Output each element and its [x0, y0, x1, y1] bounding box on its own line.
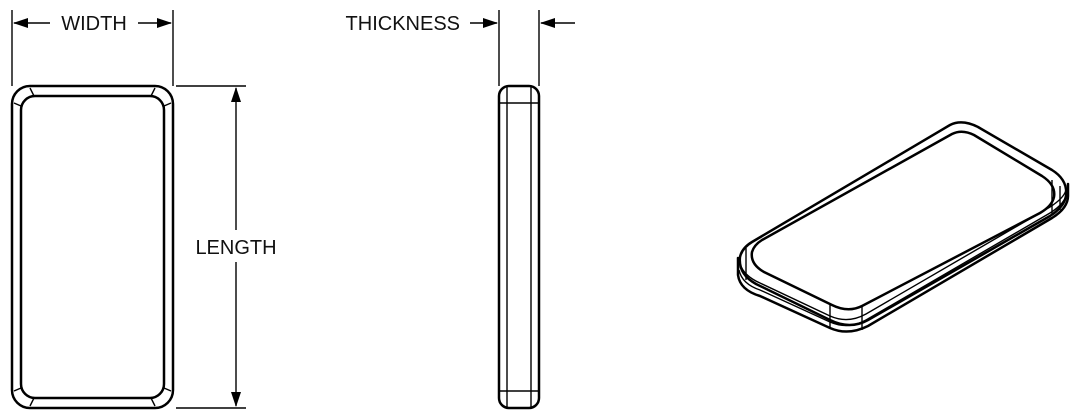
front-view-outer-edge	[10, 84, 175, 410]
side-view-outline	[497, 84, 541, 410]
width-arrow-left	[13, 18, 28, 28]
thickness-arrow-left	[483, 18, 498, 28]
front-view-fillet-lines	[13, 87, 172, 407]
isometric-view	[736, 121, 1070, 333]
thickness-label: THICKNESS	[346, 13, 460, 35]
front-view	[10, 84, 175, 410]
side-view	[497, 84, 541, 410]
thickness-arrow-right	[540, 18, 555, 28]
length-arrow-bottom	[231, 392, 241, 407]
length-label: LENGTH	[195, 237, 276, 259]
thickness-dimension: THICKNESS	[346, 10, 575, 86]
length-arrow-top	[231, 87, 241, 102]
front-view-inner-edge	[19, 94, 166, 400]
width-arrow-right	[157, 18, 172, 28]
iso-top-face	[750, 130, 1056, 311]
length-dimension: LENGTH	[176, 85, 277, 409]
width-label: WIDTH	[61, 13, 127, 35]
iso-bottom-edge	[736, 182, 1070, 333]
iso-side-band-lines	[738, 180, 1068, 330]
iso-top-outline	[738, 121, 1068, 327]
width-dimension: WIDTH	[11, 10, 174, 86]
